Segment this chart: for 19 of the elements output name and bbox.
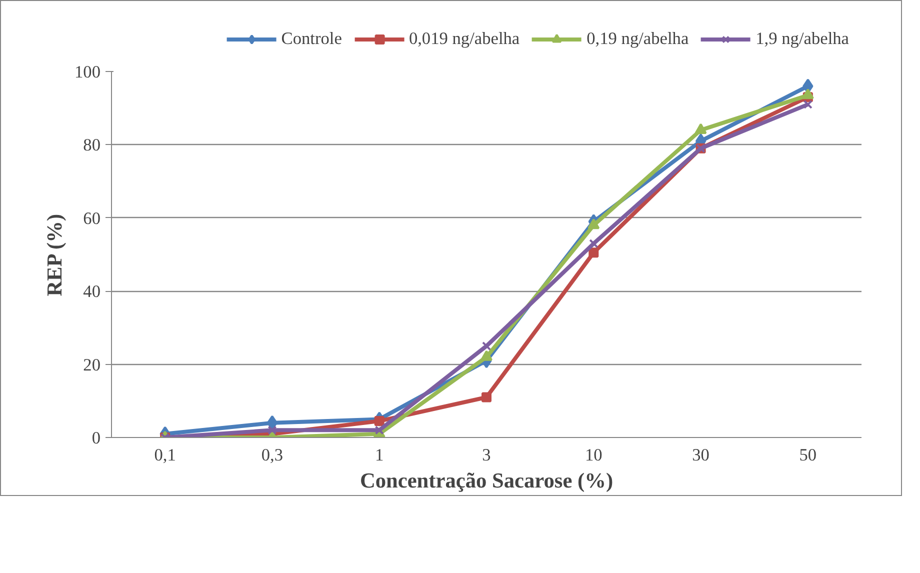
- y-tick-label: 40: [83, 282, 100, 302]
- x-tick-label: 0,3: [261, 446, 284, 464]
- y-tick-label: 20: [83, 355, 100, 374]
- x-tick-label: 3: [482, 446, 491, 464]
- y-axis-title: REP (%): [42, 214, 67, 296]
- y-tick-label: 100: [74, 62, 101, 82]
- y-tick-label: 80: [83, 136, 100, 155]
- x-tick-label: 30: [692, 446, 710, 464]
- x-tick-label: 50: [799, 446, 817, 464]
- y-tick-label: 0: [92, 428, 101, 448]
- legend-label: 0,019 ng/abelha: [408, 29, 520, 49]
- legend-label: Controle: [281, 29, 342, 49]
- x-tick-label: 10: [584, 446, 602, 464]
- x-tick-label: 1: [375, 446, 384, 464]
- legend-label: 0,19 ng/abelha: [586, 29, 689, 49]
- x-tick-label: 0,1: [154, 446, 176, 464]
- legend-label: 1,9 ng/abelha: [756, 29, 849, 49]
- y-tick-label: 60: [83, 208, 100, 228]
- x-axis-title: Concentração Sacarose (%): [360, 468, 614, 492]
